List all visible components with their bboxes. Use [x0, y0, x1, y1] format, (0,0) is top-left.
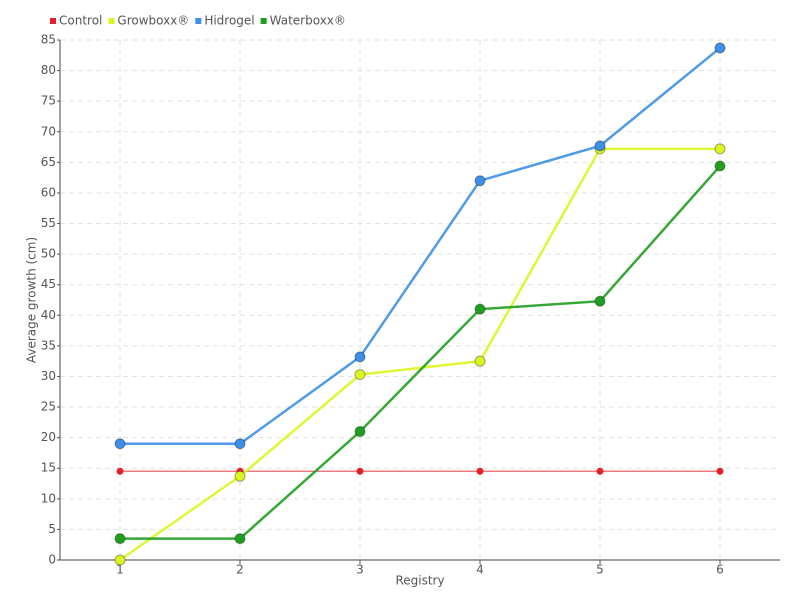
- data-point: [354, 351, 366, 363]
- y-tick-label: 70: [41, 124, 56, 138]
- y-tick-label: 25: [41, 400, 56, 414]
- y-tick-label: 30: [41, 369, 56, 383]
- legend-swatch: [50, 18, 56, 24]
- data-point: [594, 140, 606, 152]
- y-axis-label: Average growth (cm): [25, 237, 39, 363]
- data-point: [714, 143, 726, 155]
- y-tick-label: 85: [41, 33, 56, 47]
- series-line: [120, 46, 721, 446]
- data-point: [474, 303, 486, 315]
- y-tick-label: 5: [48, 522, 56, 536]
- y-tick-label: 50: [41, 247, 56, 261]
- data-point: [474, 175, 486, 187]
- x-tick-label: 2: [236, 563, 244, 577]
- x-tick-label: 3: [356, 563, 364, 577]
- data-point: [114, 533, 126, 545]
- y-tick-label: 20: [41, 430, 56, 444]
- data-point: [716, 467, 724, 475]
- x-tick-label: 4: [476, 563, 484, 577]
- x-tick-label: 5: [596, 563, 604, 577]
- y-tick-label: 40: [41, 308, 56, 322]
- y-tick-label: 55: [41, 216, 56, 230]
- legend-label: Control: [59, 14, 102, 28]
- y-tick-label: 60: [41, 185, 56, 199]
- data-point: [234, 533, 246, 545]
- data-point: [354, 426, 366, 438]
- data-point: [714, 160, 726, 172]
- x-tick-label: 1: [116, 563, 124, 577]
- y-tick-label: 15: [41, 461, 56, 475]
- y-tick-label: 65: [41, 155, 56, 169]
- y-tick-label: 0: [48, 553, 56, 567]
- data-point: [234, 470, 246, 482]
- data-point: [114, 438, 126, 450]
- data-point: [354, 369, 366, 381]
- y-tick-label: 10: [41, 491, 56, 505]
- data-point: [474, 355, 486, 367]
- data-point: [476, 467, 484, 475]
- x-tick-label: 6: [716, 563, 724, 577]
- data-point: [714, 42, 726, 54]
- y-tick-label: 35: [41, 338, 56, 352]
- data-point: [116, 467, 124, 475]
- legend-swatch: [260, 18, 267, 24]
- data-point: [356, 467, 364, 475]
- legend-label: Hidrogel: [204, 14, 254, 28]
- legend-swatch: [195, 18, 202, 24]
- series-line: [120, 165, 721, 540]
- data-point: [114, 554, 126, 566]
- x-axis-label: Registry: [395, 574, 444, 588]
- data-point: [234, 438, 246, 450]
- legend-label: Growboxx®: [117, 14, 189, 28]
- y-tick-label: 80: [41, 63, 56, 77]
- y-tick-label: 75: [41, 94, 56, 108]
- legend-label: Waterboxx®: [270, 14, 346, 28]
- data-point: [594, 295, 606, 307]
- data-point: [596, 467, 604, 475]
- y-tick-label: 45: [41, 277, 56, 291]
- legend-swatch: [108, 18, 115, 24]
- series-line: [119, 147, 720, 562]
